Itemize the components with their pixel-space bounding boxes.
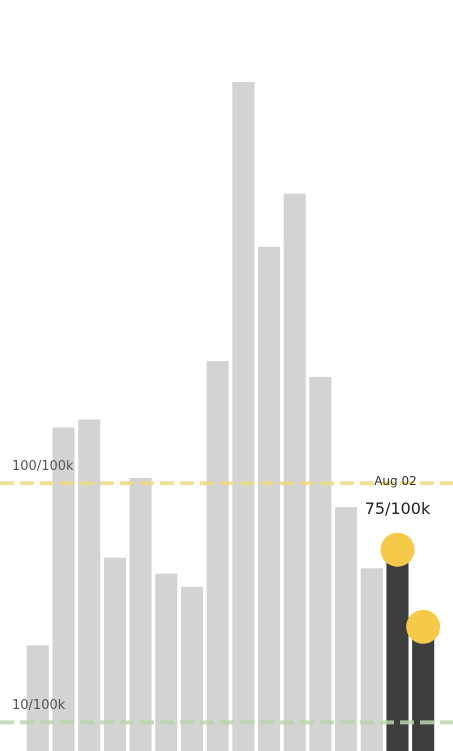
bar [283,193,306,751]
bar [206,361,229,751]
reference-label: 10/100k [12,698,66,713]
bar [180,586,204,751]
bar [386,549,409,751]
value-label: 75/100k [365,499,431,518]
bar [129,477,152,751]
bar [52,427,75,751]
reference-label: 100/100k [12,459,74,474]
bar [155,573,178,751]
annotation: Aug 02 [374,474,417,488]
bar [26,645,49,751]
bar [78,419,101,751]
bar [103,557,126,751]
bar [309,377,332,751]
bar [257,246,281,751]
bar [232,82,255,751]
bar [335,507,358,751]
bar [412,626,435,751]
marker [380,532,415,567]
marker [406,609,441,644]
bar [360,568,383,751]
